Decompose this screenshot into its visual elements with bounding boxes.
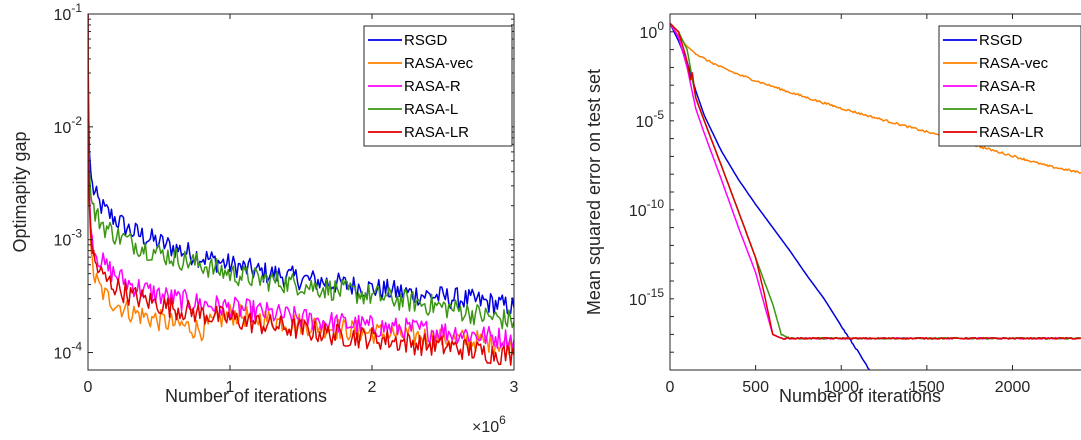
x-tick-label: 1500 xyxy=(909,379,945,396)
x-axis-label: Number of iterations xyxy=(165,386,327,406)
y-tick-exponent: -10 xyxy=(647,197,665,211)
x-tick-label: 500 xyxy=(742,379,769,396)
chart-2: 0 500 1000 1500 200010-1510-1010-5100Number … xyxy=(584,13,1081,406)
y-tick-label: 100 xyxy=(640,19,665,42)
y-axis-label: Optimapity gap xyxy=(10,131,30,252)
series-line-rsgd xyxy=(88,14,514,316)
x-axis-label: Number of iterations xyxy=(779,386,941,406)
y-tick-base: 10 xyxy=(54,120,72,137)
y-tick-label: 10-1 xyxy=(54,1,83,24)
legend-entry: RSGD xyxy=(404,32,448,49)
y-tick-label: 10-10 xyxy=(629,197,664,220)
series-group xyxy=(670,22,1081,370)
legend-entry: RASA-vec xyxy=(979,55,1049,72)
x-tick-label: 0 xyxy=(666,379,675,396)
y-axis-label: Mean squared error on test set xyxy=(584,69,604,315)
legend-entry: RASA-R xyxy=(404,78,461,95)
y-tick-exponent: 0 xyxy=(657,19,664,33)
series-line-rsgd xyxy=(670,22,871,370)
series-group xyxy=(88,14,514,366)
y-tick-label: 10-3 xyxy=(54,227,83,250)
legend-entry: RASA-vec xyxy=(404,55,474,72)
y-tick-base: 10 xyxy=(636,114,654,131)
series-line-rasa-lr xyxy=(670,22,1081,340)
series-line-rasa-l xyxy=(88,14,514,330)
y-tick-base: 10 xyxy=(629,203,647,220)
x-tick-label: 2 xyxy=(368,379,377,396)
y-tick-base: 10 xyxy=(640,25,658,42)
legend: RSGD RASA-vec RASA-R RASA-L RASA-LR xyxy=(363,25,513,147)
y-tick-base: 10 xyxy=(54,7,72,24)
series-line-rasa-lr xyxy=(88,14,514,366)
series-line-rasa-r xyxy=(88,14,514,351)
y-tick-label: 10-15 xyxy=(629,286,664,309)
legend-entry: RSGD xyxy=(979,32,1023,49)
legend-entry: RASA-L xyxy=(404,101,458,118)
x-tick-label: 2000 xyxy=(995,379,1031,396)
y-tick-exponent: -5 xyxy=(653,108,664,122)
y-tick-exponent: -2 xyxy=(71,114,82,128)
x-multiplier-base: ×10 xyxy=(472,419,499,436)
y-tick-exponent: -1 xyxy=(71,1,82,15)
y-tick-label: 10-4 xyxy=(54,340,83,363)
legend-entry: RASA-LR xyxy=(404,124,469,141)
x-tick-label: 1000 xyxy=(823,379,859,396)
y-tick-exponent: -4 xyxy=(71,340,82,354)
y-tick-base: 10 xyxy=(629,292,647,309)
legend-entry: RASA-LR xyxy=(979,124,1044,141)
y-tick-base: 10 xyxy=(54,233,72,250)
y-tick-exponent: -15 xyxy=(647,286,665,300)
legend-entry: RASA-R xyxy=(979,78,1036,95)
x-multiplier-label: ×106 xyxy=(472,413,506,436)
x-tick-label: 0 xyxy=(84,379,93,396)
y-tick-exponent: -3 xyxy=(71,227,82,241)
y-tick-label: 10-2 xyxy=(54,114,83,137)
series-line-rasa-vec xyxy=(670,22,1081,174)
axes-frame xyxy=(87,13,515,371)
x-tick-label: 1 xyxy=(226,379,235,396)
legend: RSGD RASA-vec RASA-R RASA-L RASA-LR xyxy=(938,25,1081,147)
y-tick-base: 10 xyxy=(54,346,72,363)
x-tick-label: 3 xyxy=(510,379,519,396)
x-multiplier-exponent: 6 xyxy=(499,413,506,427)
legend-entry: RASA-L xyxy=(979,101,1033,118)
y-tick-label: 10-5 xyxy=(636,108,665,131)
